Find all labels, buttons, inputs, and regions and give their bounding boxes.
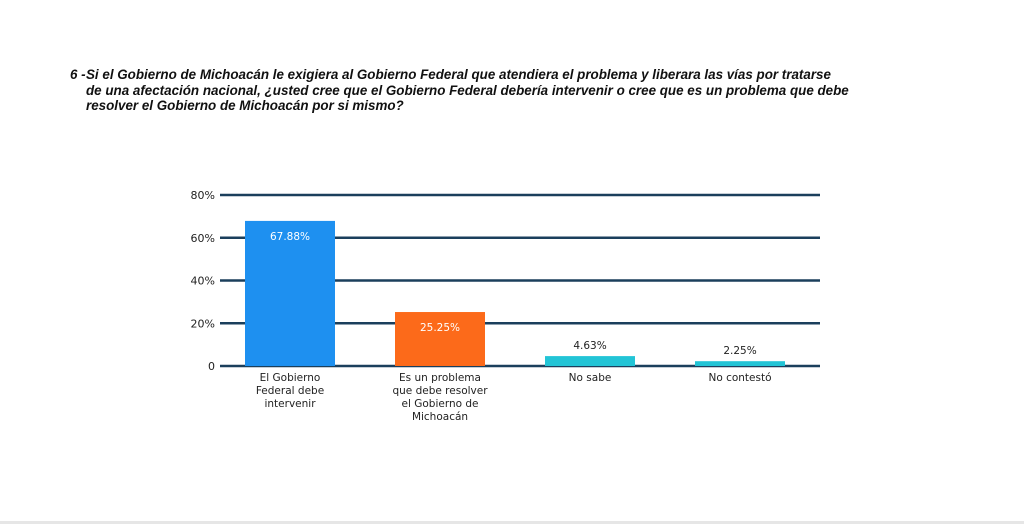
category-label: El Gobierno Federal debe intervenir [256,372,324,410]
category-labels: El Gobierno Federal debe intervenir Es un p… [256,372,772,423]
data-label: 2.25% [723,345,756,357]
bottom-divider [0,521,1024,524]
data-label: 4.63% [573,340,606,352]
y-tick-label: 0 [208,360,215,373]
bar [695,361,785,366]
question-text: 6 -Si el Gobierno de Michoacán le exigie… [70,67,970,114]
question-number: 6 - [70,67,86,82]
y-tick-label: 40% [191,275,215,288]
bars [245,220,785,366]
bar [395,312,485,366]
category-label: No sabe [569,372,612,384]
data-label: 25.25% [420,322,460,334]
data-label: 67.88% [270,231,310,243]
y-tick-label: 60% [191,232,215,245]
y-tick-label: 20% [191,317,215,330]
question-line-2: de una afectación nacional, ¿usted cree … [86,82,849,98]
bar [545,356,635,366]
category-label: Es un problema que debe resolver el Gobier… [392,372,488,423]
category-label: No contestó [708,372,771,384]
bar [245,220,335,366]
y-tick-label: 80% [191,189,215,202]
data-labels: 67.88% 25.25% 4.63% 2.25% [270,231,757,357]
question-line-3: resolver el Gobierno de Michoacán por si… [86,98,404,113]
question-line-1: 6 -Si el Gobierno de Michoacán le exigie… [70,67,831,82]
